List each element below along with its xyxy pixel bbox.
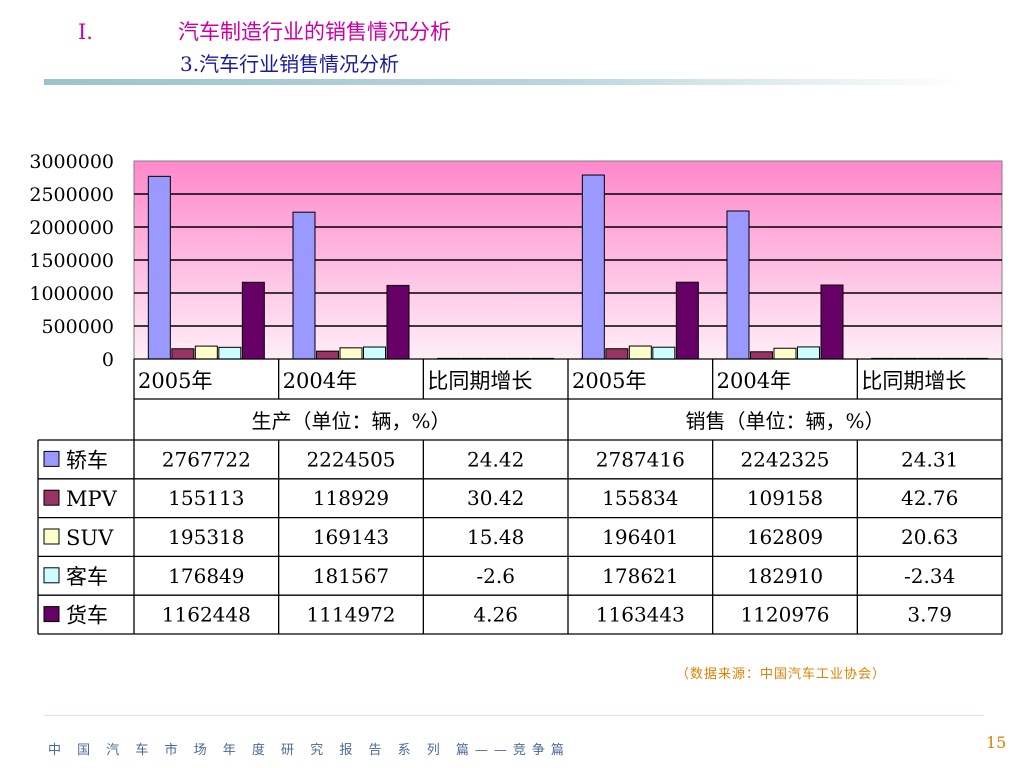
legend-label: SUV (66, 526, 114, 550)
table-cell-value: 118929 (313, 486, 389, 510)
table-cell-value: 162809 (747, 525, 823, 549)
bar (241, 281, 265, 360)
bar (652, 346, 676, 360)
legend-key (43, 489, 60, 506)
bar (750, 351, 773, 360)
x-category-label: 2005年 (572, 369, 646, 393)
data-source-note: （数据来源：中国汽车工业协会） (676, 667, 887, 682)
table-cell-value: 1120976 (740, 603, 829, 627)
table-cell-value: 20.63 (901, 525, 958, 549)
page-number: 15 (986, 733, 1007, 752)
table-cell-value: 1114972 (306, 603, 395, 627)
legend-label: 货车 (66, 604, 108, 628)
table-cell-value: 181567 (313, 564, 389, 588)
bar-chart-with-data-table: 3000000 2500000 2000000 1500000 1000000 50000… (29, 151, 1003, 635)
section-title: I. 汽车制造行业的销售情况分析 (78, 16, 451, 46)
footer-series-title: 中 国 汽 车 市 场 年 度 研 究 报 告 系 列 篇——竞争篇 (48, 743, 570, 758)
table-cell-value: 196401 (602, 525, 678, 549)
legend-label: 轿车 (66, 448, 108, 472)
y-tick-label: 1500000 (29, 250, 114, 272)
bar (605, 348, 629, 360)
table-cell-value: 176849 (168, 564, 244, 588)
bar (581, 174, 605, 360)
x-category-label: 2004年 (283, 369, 357, 393)
x-category-label: 比同期增长 (861, 369, 966, 393)
table-cell-value: 2787416 (596, 447, 685, 471)
x-category-label: 2004年 (717, 369, 791, 393)
table-cell-value: 24.31 (901, 447, 958, 471)
table-cell-value: 30.42 (467, 486, 524, 510)
legend-key (43, 567, 60, 584)
table-cell-value: 2242325 (740, 447, 829, 471)
bar (194, 345, 218, 360)
table-cell-value: 195318 (168, 525, 244, 549)
x-group-label: 销售（单位：辆，%） (685, 409, 884, 433)
bar (797, 346, 820, 360)
bar (218, 346, 242, 360)
x-category-label: 比同期增长 (427, 369, 532, 393)
y-tick-label: 0 (102, 349, 114, 371)
table-cell-value: 109158 (747, 486, 823, 510)
bar (628, 345, 652, 360)
bar (363, 346, 386, 360)
legend-key (43, 606, 60, 623)
y-tick-label: 1000000 (29, 283, 114, 305)
table-cell-value: 1162448 (162, 603, 251, 627)
y-tick-label: 500000 (41, 316, 114, 338)
x-category-label: 2005年 (138, 369, 212, 393)
bar (147, 175, 171, 360)
bar (773, 347, 797, 360)
bar (675, 281, 699, 360)
y-tick-label: 3000000 (29, 151, 114, 173)
table-cell-value: 42.76 (901, 486, 958, 510)
table-cell-value: 3.79 (907, 603, 952, 627)
bar (820, 284, 844, 360)
legend-key (43, 528, 60, 545)
y-tick-label: 2500000 (29, 184, 114, 206)
bar (726, 210, 750, 360)
table-cell-value: 169143 (313, 525, 389, 549)
table-cell-value: 1163443 (596, 603, 685, 627)
bar (386, 284, 410, 360)
table-cell-value: 4.26 (473, 603, 518, 627)
y-tick-label: 2000000 (29, 217, 114, 239)
bar (171, 348, 195, 360)
bar (339, 347, 363, 360)
x-group-label: 生产（单位：辆，%） (251, 409, 450, 433)
table-cell-value: 178621 (602, 564, 678, 588)
section-title-text: 汽车制造行业的销售情况分析 (178, 20, 451, 44)
legend-label: 客车 (66, 565, 108, 589)
bar (292, 211, 316, 360)
table-cell-value: 182910 (747, 564, 823, 588)
page-subtitle: 3.汽车行业销售情况分析 (180, 52, 400, 76)
title-underline (44, 79, 964, 85)
table-cell-value: 15.48 (467, 525, 524, 549)
legend-key (43, 450, 60, 467)
section-number: I. (78, 20, 93, 44)
legend-label: MPV (66, 487, 118, 511)
table-cell-value: 155113 (168, 486, 244, 510)
bar (316, 350, 339, 360)
table-cell-value: 155834 (602, 486, 678, 510)
table-cell-value: 24.42 (467, 447, 524, 471)
footer-divider (44, 715, 984, 716)
table-cell-value: -2.6 (476, 564, 515, 588)
table-cell-value: -2.34 (904, 564, 955, 588)
table-cell-value: 2767722 (162, 447, 251, 471)
table-cell-value: 2224505 (306, 447, 395, 471)
